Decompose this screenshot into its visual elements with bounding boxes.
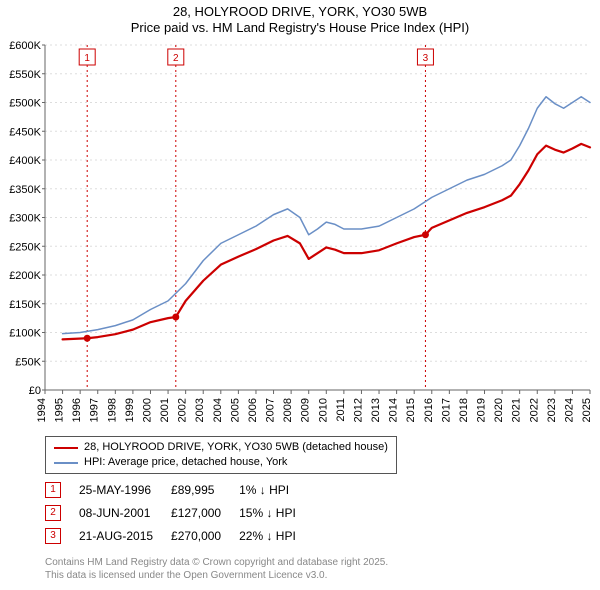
svg-text:£350K: £350K bbox=[9, 184, 41, 196]
svg-text:1996: 1996 bbox=[71, 398, 83, 422]
svg-text:2: 2 bbox=[173, 53, 179, 64]
svg-text:1999: 1999 bbox=[124, 398, 136, 422]
svg-text:£400K: £400K bbox=[9, 155, 41, 167]
svg-text:1997: 1997 bbox=[89, 398, 101, 422]
svg-text:£100K: £100K bbox=[9, 328, 41, 340]
svg-text:£300K: £300K bbox=[9, 213, 41, 225]
svg-text:2017: 2017 bbox=[440, 398, 452, 422]
svg-text:£200K: £200K bbox=[9, 270, 41, 282]
sale-delta: 22% ↓ HPI bbox=[239, 524, 314, 547]
svg-text:£250K: £250K bbox=[9, 241, 41, 253]
legend-row: HPI: Average price, detached house, York bbox=[54, 455, 388, 470]
table-row: 1 25-MAY-1996 £89,995 1% ↓ HPI bbox=[45, 478, 314, 501]
svg-text:2003: 2003 bbox=[194, 398, 206, 422]
svg-text:2011: 2011 bbox=[335, 398, 347, 422]
svg-text:2000: 2000 bbox=[141, 398, 153, 422]
svg-text:2025: 2025 bbox=[581, 398, 593, 422]
sale-delta: 15% ↓ HPI bbox=[239, 501, 314, 524]
legend-label: 28, HOLYROOD DRIVE, YORK, YO30 5WB (deta… bbox=[84, 440, 388, 455]
svg-text:2006: 2006 bbox=[247, 398, 259, 422]
svg-text:2008: 2008 bbox=[282, 398, 294, 422]
svg-text:2013: 2013 bbox=[370, 398, 382, 422]
svg-text:2023: 2023 bbox=[546, 398, 558, 422]
title-address: 28, HOLYROOD DRIVE, YORK, YO30 5WB bbox=[0, 4, 600, 19]
svg-text:£600K: £600K bbox=[9, 40, 41, 52]
legend-swatch bbox=[54, 447, 78, 449]
svg-text:1995: 1995 bbox=[54, 398, 66, 422]
sale-marker-icon: 3 bbox=[45, 528, 61, 544]
legend-swatch bbox=[54, 462, 78, 464]
svg-text:2024: 2024 bbox=[563, 398, 575, 422]
sale-price: £127,000 bbox=[171, 501, 239, 524]
svg-text:2005: 2005 bbox=[229, 398, 241, 422]
legend-row: 28, HOLYROOD DRIVE, YORK, YO30 5WB (deta… bbox=[54, 440, 388, 455]
svg-text:2007: 2007 bbox=[265, 398, 277, 422]
svg-text:2015: 2015 bbox=[405, 398, 417, 422]
sale-marker-icon: 1 bbox=[45, 482, 61, 498]
svg-text:1998: 1998 bbox=[106, 398, 118, 422]
sales-table: 1 25-MAY-1996 £89,995 1% ↓ HPI 2 08-JUN-… bbox=[45, 478, 314, 547]
table-row: 2 08-JUN-2001 £127,000 15% ↓ HPI bbox=[45, 501, 314, 524]
svg-text:2002: 2002 bbox=[177, 398, 189, 422]
table-row: 3 21-AUG-2015 £270,000 22% ↓ HPI bbox=[45, 524, 314, 547]
sale-date: 08-JUN-2001 bbox=[79, 501, 171, 524]
svg-text:2020: 2020 bbox=[493, 398, 505, 422]
attribution-line: This data is licensed under the Open Gov… bbox=[45, 569, 388, 582]
svg-text:£500K: £500K bbox=[9, 98, 41, 110]
title-subtitle: Price paid vs. HM Land Registry's House … bbox=[0, 20, 600, 35]
svg-text:2001: 2001 bbox=[159, 398, 171, 422]
svg-text:£50K: £50K bbox=[15, 356, 41, 368]
attribution-line: Contains HM Land Registry data © Crown c… bbox=[45, 556, 388, 569]
svg-text:1994: 1994 bbox=[36, 398, 48, 422]
svg-text:2010: 2010 bbox=[317, 398, 329, 422]
svg-text:2019: 2019 bbox=[476, 398, 488, 422]
sale-price: £89,995 bbox=[171, 478, 239, 501]
svg-text:2022: 2022 bbox=[528, 398, 540, 422]
price-vs-hpi-chart: £0 £50K £100K £150K £200K £250K £300K £350K £400… bbox=[0, 40, 600, 430]
sale-delta: 1% ↓ HPI bbox=[239, 478, 314, 501]
svg-text:2021: 2021 bbox=[511, 398, 523, 422]
svg-text:2014: 2014 bbox=[388, 398, 400, 422]
svg-text:£550K: £550K bbox=[9, 69, 41, 81]
svg-text:2016: 2016 bbox=[423, 398, 435, 422]
sale-marker-icon: 2 bbox=[45, 505, 61, 521]
svg-text:£150K: £150K bbox=[9, 299, 41, 311]
sale-price: £270,000 bbox=[171, 524, 239, 547]
svg-text:2018: 2018 bbox=[458, 398, 470, 422]
svg-text:1: 1 bbox=[84, 53, 90, 64]
sale-date: 21-AUG-2015 bbox=[79, 524, 171, 547]
svg-text:3: 3 bbox=[423, 53, 429, 64]
legend: 28, HOLYROOD DRIVE, YORK, YO30 5WB (deta… bbox=[45, 436, 397, 474]
sale-date: 25-MAY-1996 bbox=[79, 478, 171, 501]
svg-text:£450K: £450K bbox=[9, 126, 41, 138]
svg-text:2009: 2009 bbox=[300, 398, 312, 422]
chart-title-block: 28, HOLYROOD DRIVE, YORK, YO30 5WB Price… bbox=[0, 0, 600, 35]
legend-label: HPI: Average price, detached house, York bbox=[84, 455, 287, 470]
svg-text:2012: 2012 bbox=[352, 398, 364, 422]
attribution: Contains HM Land Registry data © Crown c… bbox=[45, 556, 388, 582]
svg-text:2004: 2004 bbox=[212, 398, 224, 422]
svg-text:£0: £0 bbox=[29, 385, 41, 397]
